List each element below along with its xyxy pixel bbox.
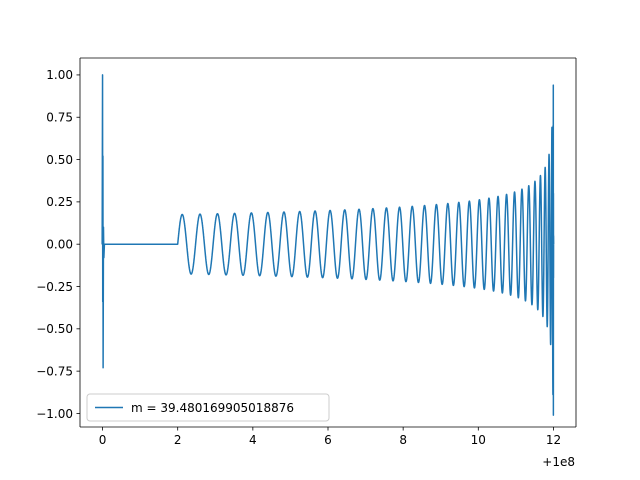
x-tick-label: 2 <box>174 433 182 447</box>
ticks: 0 2 4 6 8 10 12 1.00 0.75 0.50 0.25 0.00 −0.25 −0.50 −… <box>36 68 561 447</box>
x-offset-label: +1e8 <box>542 455 575 469</box>
y-tick-label: 0.50 <box>46 153 73 167</box>
x-tick-label: 8 <box>399 433 407 447</box>
x-tick-label: 4 <box>249 433 257 447</box>
x-tick-label: 0 <box>99 433 107 447</box>
x-tick-label: 6 <box>324 433 332 447</box>
y-tick-label: 0.00 <box>46 237 73 251</box>
legend-label: m = 39.480169905018876 <box>131 401 294 415</box>
y-tick-label: −0.50 <box>36 322 73 336</box>
y-tick-label: 0.25 <box>46 195 73 209</box>
y-tick-label: −0.25 <box>36 280 73 294</box>
y-tick-label: −0.75 <box>36 364 73 378</box>
y-tick-label: 0.75 <box>46 111 73 125</box>
plot-area <box>101 74 555 416</box>
y-tick-label: 1.00 <box>46 68 73 82</box>
legend: m = 39.480169905018876 <box>86 393 330 422</box>
x-tick-label: 10 <box>471 433 486 447</box>
y-tick-label: −1.00 <box>36 407 73 421</box>
series-line <box>101 74 555 416</box>
x-tick-label: 12 <box>546 433 561 447</box>
legend-box <box>86 393 330 422</box>
